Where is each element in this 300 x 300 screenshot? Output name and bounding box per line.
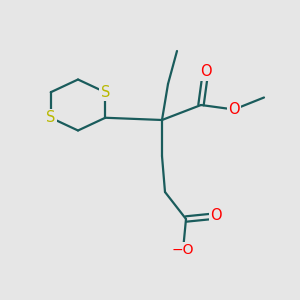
Text: S: S xyxy=(46,110,56,125)
Text: S: S xyxy=(100,85,110,100)
Text: −O: −O xyxy=(172,244,194,257)
Text: O: O xyxy=(228,102,240,117)
Text: O: O xyxy=(210,208,222,224)
Text: O: O xyxy=(200,64,211,80)
